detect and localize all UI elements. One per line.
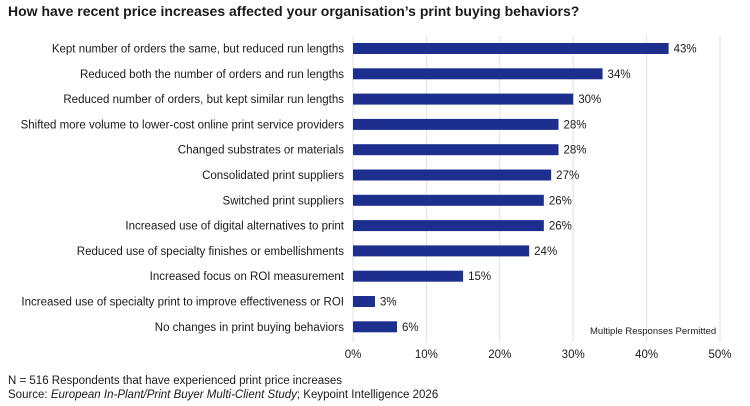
bar	[353, 144, 559, 156]
value-label: 15%	[468, 271, 491, 283]
category-label: Changed substrates or materials	[178, 145, 344, 157]
sample-size-note: N = 516 Respondents that have experience…	[8, 375, 343, 387]
bar	[353, 68, 603, 80]
value-label: 24%	[534, 246, 557, 258]
value-label: 28%	[564, 119, 587, 131]
bar	[353, 296, 376, 307]
chart-footer: N = 516 Respondents that have experience…	[8, 374, 438, 402]
x-tick-label: 30%	[562, 349, 585, 361]
category-label: Increased use of specialty print to impr…	[21, 297, 344, 309]
category-label: Reduced use of specialty finishes or emb…	[77, 246, 344, 258]
x-axis-tick-labels: 0% 10% 20% 30% 40% 50%	[345, 349, 732, 361]
category-label: Switched print suppliers	[223, 195, 345, 207]
x-tick-label: 0%	[345, 349, 362, 361]
bar	[353, 270, 464, 282]
value-label: 30%	[578, 94, 601, 106]
source-study: European In-Plant/Print Buyer Multi-Clie…	[50, 389, 297, 401]
chart-title: How have recent price increases affected…	[8, 3, 580, 19]
bar	[353, 118, 559, 130]
bar	[353, 220, 544, 232]
value-label: 26%	[549, 221, 572, 233]
source-prefix: Source:	[8, 389, 51, 401]
value-labels: 43% 34% 30% 28% 28% 27% 26% 26% 24% 15% 3% 6%	[380, 44, 697, 334]
category-label: Reduced number of orders, but kept simil…	[63, 94, 344, 106]
multiple-responses-note: Multiple Responses Permitted	[590, 326, 717, 337]
bar	[353, 93, 574, 105]
category-label: Increased focus on ROI measurement	[150, 271, 345, 283]
value-label: 3%	[380, 297, 397, 309]
category-label: Reduced both the number of orders and ru…	[80, 69, 344, 81]
source-note: Source: European In-Plant/Print Buyer Mu…	[8, 388, 438, 402]
category-label: Increased use of digital alternatives to…	[125, 221, 344, 233]
category-label: Kept number of orders the same, but redu…	[52, 44, 344, 56]
grid-lines	[352, 36, 721, 342]
x-tick-label: 20%	[488, 349, 511, 361]
category-label: Shifted more volume to lower-cost online…	[21, 119, 345, 131]
value-label: 27%	[556, 170, 579, 182]
value-label: 43%	[674, 44, 697, 56]
value-label: 26%	[549, 195, 572, 207]
x-tick-label: 50%	[708, 349, 731, 361]
category-labels: Kept number of orders the same, but redu…	[21, 44, 345, 334]
category-label: Consolidated print suppliers	[202, 170, 344, 182]
category-label: No changes in print buying behaviors	[155, 322, 344, 334]
bar	[353, 245, 530, 257]
value-label: 34%	[608, 69, 631, 81]
bars	[353, 43, 669, 333]
bar	[353, 194, 544, 206]
value-label: 28%	[564, 145, 587, 157]
bar	[353, 169, 552, 181]
x-tick-label: 40%	[635, 349, 658, 361]
x-tick-label: 10%	[415, 349, 438, 361]
bar	[353, 43, 669, 54]
bar	[353, 321, 398, 333]
source-suffix: ; Keypoint Intelligence 2026	[296, 389, 439, 401]
value-label: 6%	[402, 322, 419, 334]
